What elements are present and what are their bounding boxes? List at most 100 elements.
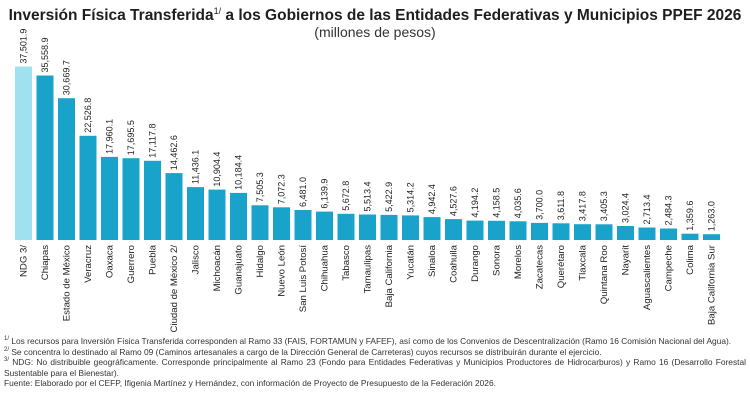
value-label-hidalgo: 7,505.3: [255, 172, 265, 202]
value-label-yucatan: 5,314.2: [406, 182, 416, 212]
footnote-1-text: Los recursos para Inversión Física Trans…: [9, 336, 732, 346]
category-label-michoacan: Michoacán: [212, 245, 223, 291]
bar-estado-de-mexico: [58, 98, 75, 240]
value-label-queretaro: 3,611.8: [556, 191, 566, 220]
category-label-baja-california-sur: Baja California Sur: [707, 244, 718, 325]
value-label-veracruz: 22,526.8: [83, 98, 93, 133]
bars-group: [15, 66, 720, 240]
chart-subtitle: (millones de pesos): [314, 24, 436, 40]
bar-nayarit: [617, 226, 634, 240]
bar-durango: [466, 220, 484, 240]
bar-tlaxcala: [574, 224, 591, 240]
value-label-zacatecas: 3,700.0: [535, 190, 545, 220]
value-label-michoacan: 10,904.4: [212, 152, 222, 187]
bar-sinaloa: [423, 217, 441, 240]
category-label-queretaro: Querétaro: [556, 245, 567, 288]
category-label-nayarit: Nayarit: [621, 245, 632, 276]
category-label-tlaxcala: Tlaxcala: [578, 244, 589, 280]
value-label-nayarit: 3,024.4: [621, 193, 631, 223]
bar-guanajuato: [230, 192, 247, 240]
category-label-durango: Durango: [470, 245, 481, 282]
bar-yucatan: [402, 215, 419, 240]
footnote-1: 1/ Los recursos para Inversión Física Tr…: [4, 336, 746, 347]
category-label-tabasco: Tabasco: [341, 245, 352, 281]
category-label-baja-california: Baja California: [384, 244, 395, 307]
bar-tabasco: [337, 213, 355, 240]
footnotes: 1/ Los recursos para Inversión Física Tr…: [4, 336, 746, 389]
value-label-guerrero: 17,695.5: [126, 120, 136, 155]
bar-chihuahua: [316, 211, 333, 240]
category-label-san-luis-potosi: San Luis Potosí: [298, 245, 309, 313]
value-label-nuevo-leon: 7,072.3: [277, 174, 287, 204]
value-label-tlaxcala: 3,417.8: [578, 191, 588, 221]
bar-colima: [681, 233, 699, 240]
category-label-hidalgo: Hidalgo: [255, 245, 266, 278]
category-label-nuevo-leon: Nuevo León: [277, 245, 288, 297]
bar-zacatecas: [531, 222, 548, 240]
value-label-jalisco: 11,436.1: [191, 150, 201, 184]
category-label-oaxaca: Oaxaca: [105, 244, 116, 278]
bar-oaxaca: [101, 156, 118, 240]
footnote-2-text: Se concentra lo destinado al Ramo 09 (Ca…: [9, 346, 602, 357]
value-label-ndg-3: 37,501.9: [19, 29, 29, 64]
category-label-morelos: Morelos: [513, 245, 524, 279]
category-label-chiapas: Chiapas: [40, 245, 51, 280]
category-label-campeche: Campeche: [664, 245, 675, 291]
value-label-aguascalientes: 2,713.4: [642, 194, 652, 224]
bar-ndg-3: [15, 66, 32, 240]
footnote-2-ref: 2/: [4, 346, 10, 353]
chart-title: Inversión Física Transferida1/ a los Gob…: [0, 6, 750, 25]
category-label-yucatan: Yucatán: [406, 245, 417, 280]
chart-title-rest: a los Gobiernos de las Entidades Federat…: [221, 7, 742, 25]
bar-puebla: [144, 160, 161, 240]
bar-jalisco: [187, 187, 204, 240]
value-label-sonora: 4,158.5: [492, 188, 502, 218]
value-label-estado-de-mexico: 30,669.7: [62, 60, 72, 95]
category-label-jalisco: Jalisco: [191, 245, 202, 274]
bar-hidalgo: [251, 205, 269, 240]
value-label-baja-california: 5,422.9: [384, 182, 394, 212]
bar-ciudad-de-mexico-2: [165, 173, 183, 240]
category-label-quintana-roo: Quintana Roo: [599, 245, 610, 304]
bar-san-luis-potosi: [294, 210, 312, 240]
chart-title-footnote-ref: 1/: [213, 6, 222, 16]
bar-tamaulipas: [359, 214, 376, 240]
source-note-text: Fuente: Elaborado por el CEFP, Ifigenia …: [4, 378, 496, 389]
category-label-chihuahua: Chihuahua: [320, 244, 331, 291]
footnote-3-ref: 3/: [4, 357, 10, 364]
value-label-san-luis-potosi: 6,481.0: [298, 177, 308, 207]
footnote-1-ref: 1/: [4, 336, 10, 343]
bar-morelos: [509, 221, 527, 240]
value-label-sinaloa: 4,942.4: [427, 184, 437, 214]
value-label-morelos: 4,035.6: [513, 188, 523, 218]
category-label-estado-de-mexico: Estado de México: [62, 245, 73, 321]
category-label-colima: Colima: [685, 244, 696, 275]
value-label-chihuahua: 6,139.9: [320, 179, 330, 209]
category-label-ciudad-de-mexico-2: Ciudad de México 2/: [169, 245, 180, 333]
bar-veracruz: [79, 135, 97, 240]
category-label-sinaloa: Sinaloa: [427, 244, 438, 277]
value-label-chiapas: 35,558.9: [40, 37, 50, 72]
footnote-3-text: NDG: No distribuible geográficamente. Co…: [4, 357, 746, 378]
bar-chiapas: [36, 75, 54, 240]
value-label-colima: 1,359.6: [685, 201, 695, 231]
category-label-guerrero: Guerrero: [126, 245, 137, 283]
category-label-sonora: Sonora: [492, 244, 503, 276]
category-label-aguascalientes: Aguascalientes: [642, 245, 653, 310]
bar-baja-california-sur: [703, 234, 720, 240]
bar-coahuila: [445, 219, 462, 240]
value-label-coahuila: 4,527.6: [449, 186, 459, 216]
category-label-zacatecas: Zacatecas: [535, 245, 546, 289]
category-label-coahuila: Coahuila: [449, 244, 460, 283]
value-label-puebla: 17,117.8: [148, 123, 158, 157]
bar-michoacan: [208, 189, 226, 240]
footnote-2: 2/ Se concentra lo destinado al Ramo 09 …: [4, 347, 746, 358]
category-label-tamaulipas: Tamaulipas: [363, 245, 374, 294]
value-label-durango: 4,194.2: [470, 188, 480, 218]
value-labels-group: 37,501.9 35,558.9 30,669.7 22,526.8 17,960.1…: [19, 29, 717, 232]
bar-nuevo-leon: [273, 207, 290, 240]
value-label-quintana-roo: 3,405.3: [599, 191, 609, 221]
category-labels-group: NDG 3/Chiapas Estado de México Veracruz Oax…: [19, 244, 718, 332]
bar-guerrero: [122, 158, 140, 240]
bar-queretaro: [552, 223, 570, 240]
